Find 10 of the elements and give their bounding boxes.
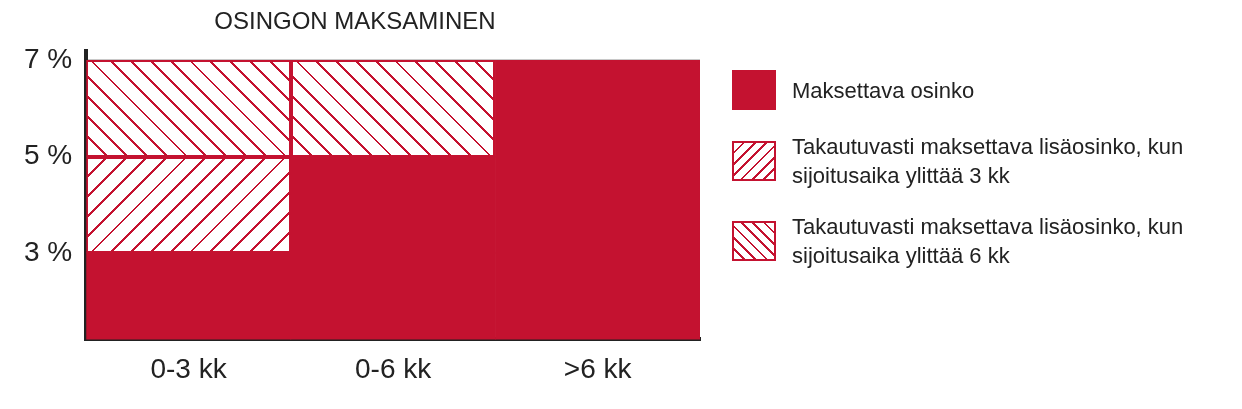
legend-label: Takautuvasti maksettava lisäosinko, kun sijoitusaika ylittää 6 kk <box>792 213 1185 270</box>
legend-label: Takautuvasti maksettava lisäosinko, kun sijoitusaika ylittää 3 kk <box>792 133 1185 190</box>
x-tick-label: 0-6 kk <box>355 352 433 384</box>
y-tick-label: 5 % <box>24 139 73 171</box>
x-tick-label: 0-3 kk <box>150 352 228 384</box>
y-tick-label: 3 % <box>24 235 73 267</box>
y-tick-label: 7 % <box>24 43 73 75</box>
legend-label: Maksettava osinko <box>792 76 975 105</box>
chart-title: OSINGON MAKSAMINEN <box>214 7 496 35</box>
x-tick-label: >6 kk <box>563 352 633 384</box>
